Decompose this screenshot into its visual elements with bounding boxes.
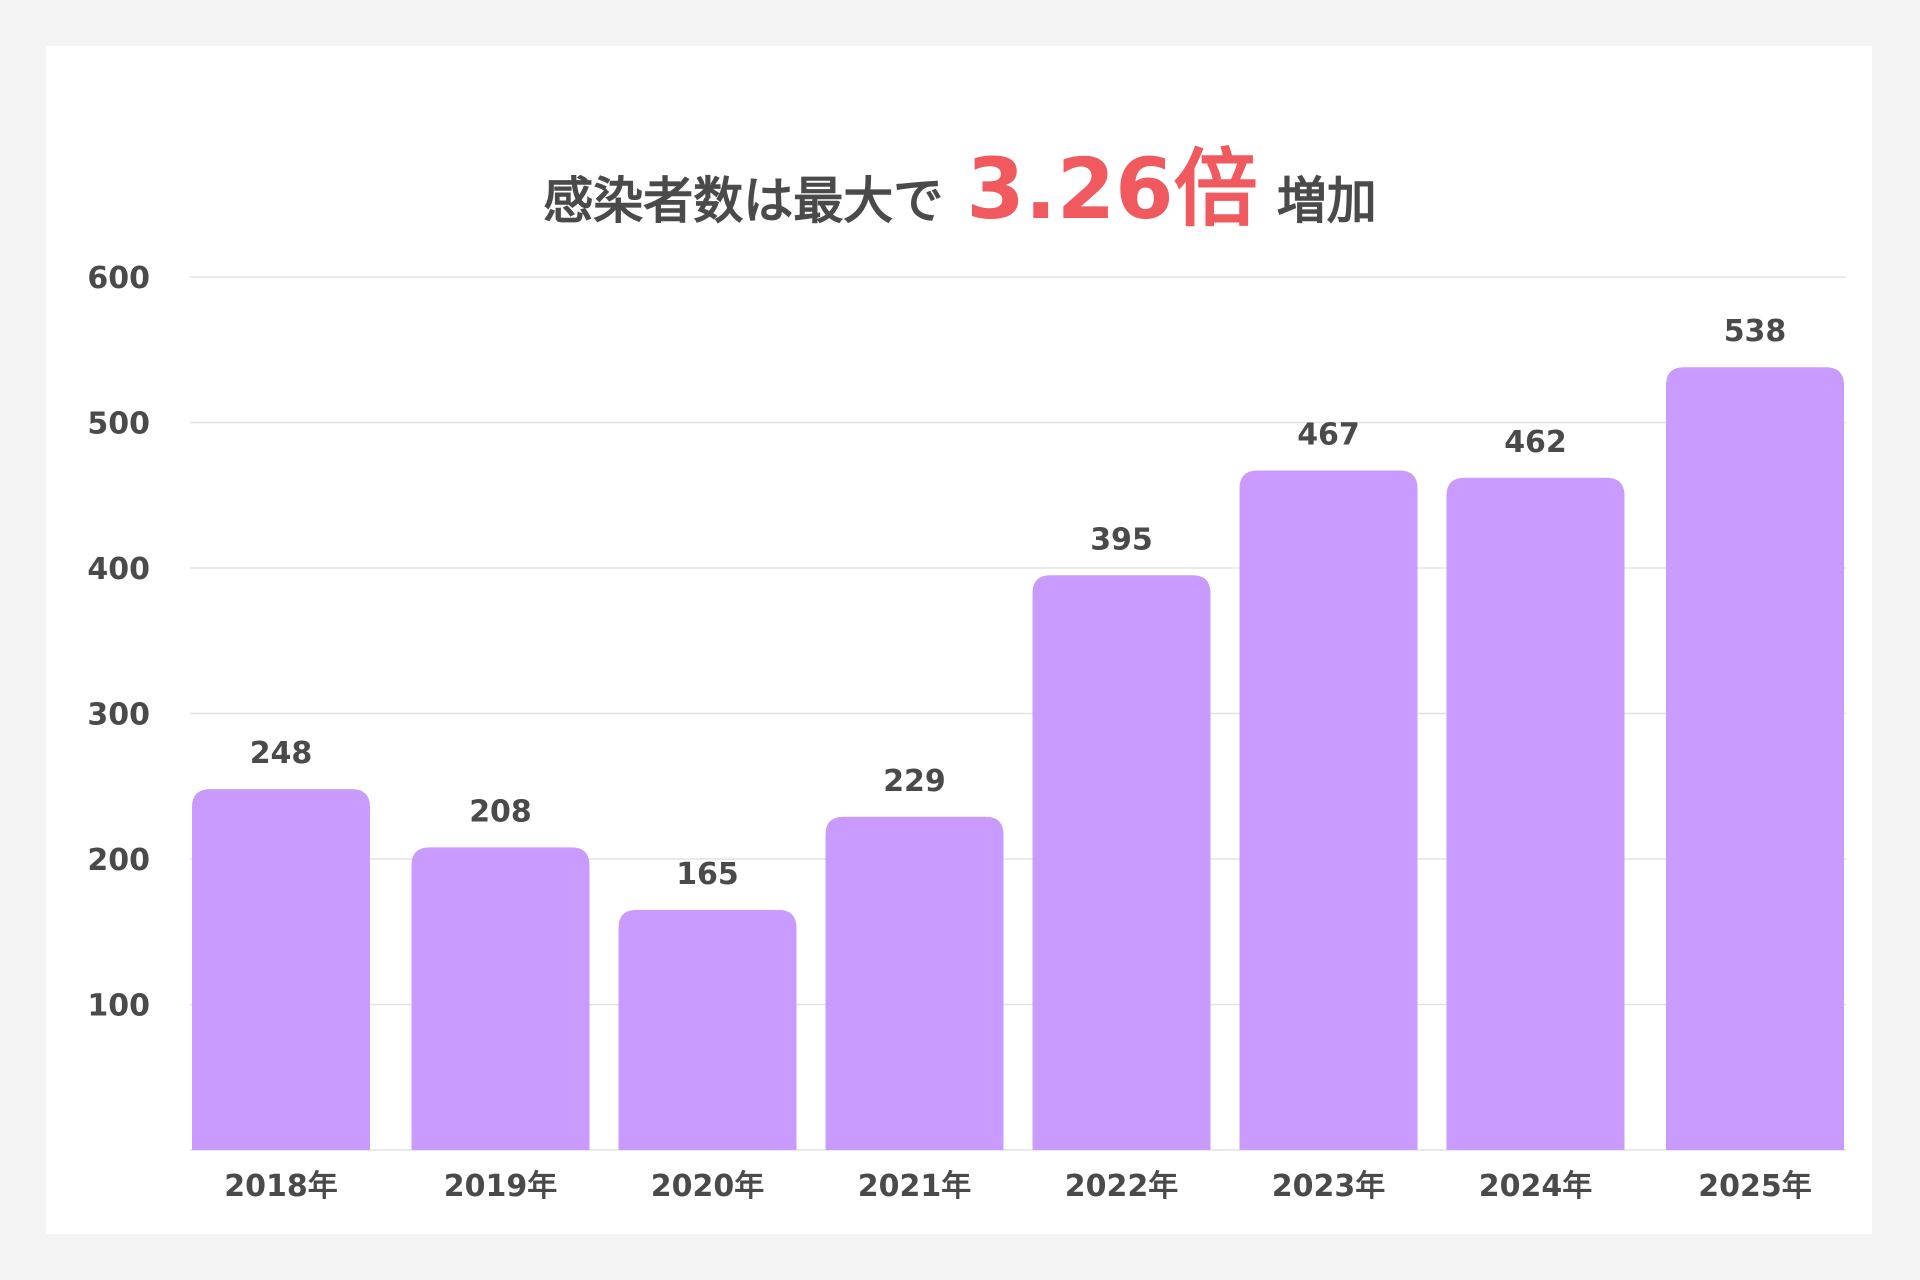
bar-2022年 xyxy=(1032,575,1211,1150)
y-tick-label: 600 xyxy=(87,261,150,296)
chart-title: 感染者数は最大で 3.26倍 増加 xyxy=(543,140,1376,238)
bar-2018年 xyxy=(192,789,370,1150)
bar-2020年 xyxy=(618,909,797,1150)
data-label: 165 xyxy=(676,857,739,892)
data-label: 395 xyxy=(1090,522,1153,557)
y-tick-label: 300 xyxy=(87,698,150,733)
bar-2024年 xyxy=(1446,477,1625,1150)
data-label: 208 xyxy=(469,794,532,829)
y-axis-ticks: 100 200 300 400 500 600 xyxy=(87,261,150,1024)
x-tick-label: 2021年 xyxy=(858,1169,972,1204)
x-tick-label: 2022年 xyxy=(1065,1169,1179,1204)
x-tick-label: 2020年 xyxy=(651,1169,765,1204)
data-label: 248 xyxy=(250,736,313,771)
data-label: 229 xyxy=(883,764,946,799)
chart-title-highlight: 3.26倍 xyxy=(966,140,1257,238)
y-tick-label: 400 xyxy=(87,552,150,587)
y-tick-label: 100 xyxy=(87,989,150,1024)
data-label: 462 xyxy=(1504,425,1567,460)
data-labels: 248 208 165 229 395 467 462 538 xyxy=(250,314,1787,892)
x-tick-label: 2023年 xyxy=(1272,1169,1386,1204)
x-axis-ticks: 2018年 2019年 2020年 2021年 2022年 2023年 2024年 2025年 xyxy=(224,1169,1812,1204)
chart-title-suffix: 増加 xyxy=(1277,172,1377,230)
data-label: 538 xyxy=(1724,314,1787,349)
x-tick-label: 2025年 xyxy=(1698,1169,1812,1204)
chart-title-prefix: 感染者数は最大で xyxy=(543,172,943,230)
y-tick-label: 500 xyxy=(87,407,150,442)
bars xyxy=(192,367,1844,1151)
data-label: 467 xyxy=(1297,418,1360,453)
x-tick-label: 2018年 xyxy=(224,1169,338,1204)
bar-2021年 xyxy=(825,816,1004,1150)
x-tick-label: 2019年 xyxy=(444,1169,558,1204)
x-tick-label: 2024年 xyxy=(1479,1169,1593,1204)
bar-2025年 xyxy=(1666,367,1844,1151)
bar-2019年 xyxy=(411,847,590,1150)
y-tick-label: 200 xyxy=(87,843,150,878)
bar-2023年 xyxy=(1239,470,1418,1150)
